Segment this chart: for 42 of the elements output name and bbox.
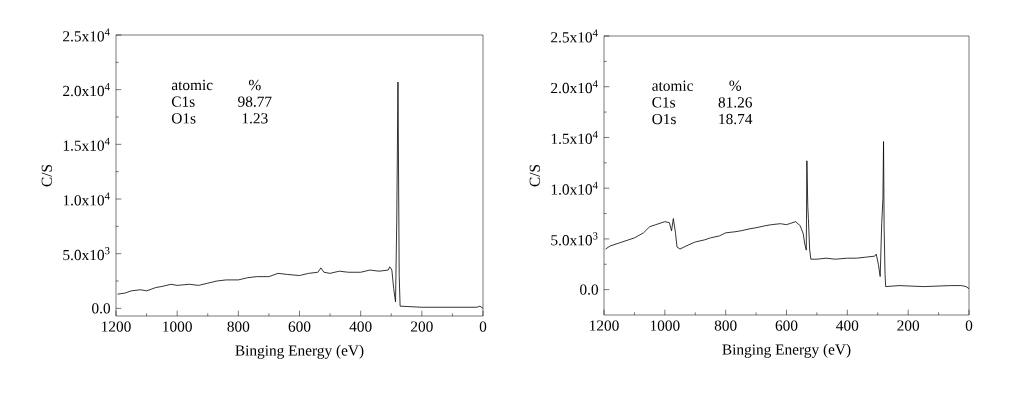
x-axis-title: Binging Energy (eV) <box>235 344 364 359</box>
y-tick-label: 0.0 <box>92 303 111 314</box>
annotation: 98.77 <box>238 96 272 107</box>
annotation: atomic <box>652 80 693 91</box>
annotation: % <box>729 80 742 91</box>
x-tick-label: 1000 <box>163 321 192 332</box>
x-tick-label: 600 <box>775 320 798 331</box>
y-tick-label: 5.0x10$^{3}$ <box>63 247 110 261</box>
annotation: C1s <box>652 97 676 108</box>
x-tick-label: 1200 <box>590 320 619 331</box>
x-tick-label: 800 <box>714 320 737 331</box>
y-tick-label: 2.5x10$^{4}$ <box>63 28 110 42</box>
x-tick-label: 0 <box>965 320 973 331</box>
y-tick-label: 1.0x10$^{4}$ <box>63 192 110 206</box>
annotation: 18.74 <box>719 113 753 125</box>
annotation: O1s <box>171 113 196 124</box>
x-tick-label: 600 <box>288 321 311 332</box>
y-tick-label: 2.0x10$^{4}$ <box>63 83 110 97</box>
x-tick-label: 1000 <box>650 320 680 331</box>
annotation: C1s <box>171 96 195 107</box>
y-tick-label: 1.5x10$^{4}$ <box>63 137 110 151</box>
x-tick-label: 200 <box>897 320 920 331</box>
x-tick-label: 0 <box>479 321 487 332</box>
y-tick-label: 0.0 <box>580 284 599 295</box>
x-axis-title: Binging Energy (eV) <box>722 343 851 358</box>
x-tick-label: 200 <box>411 321 433 332</box>
x-tick-label: 400 <box>836 320 859 331</box>
annotation: atomic <box>171 79 213 91</box>
x-tick-label: 1200 <box>102 321 131 332</box>
y-tick-label: 1.5x10$^{4}$ <box>551 130 598 144</box>
y-axis-title: C/S <box>529 164 540 187</box>
y-axis-title: C/S <box>41 164 52 187</box>
x-tick-label: 800 <box>227 321 250 332</box>
annotation: O1s <box>652 113 676 125</box>
y-tick-label: 2.0x10$^{4}$ <box>551 80 598 94</box>
x-tick-label: 400 <box>349 321 372 332</box>
annotation: 81.26 <box>718 97 753 108</box>
annotation: % <box>248 79 261 91</box>
y-tick-label: 2.5x10$^{4}$ <box>551 29 598 43</box>
annotation: 1.23 <box>242 113 268 124</box>
y-tick-label: 5.0x10$^{3}$ <box>551 232 598 246</box>
y-tick-label: 1.0x10$^{4}$ <box>551 181 598 195</box>
